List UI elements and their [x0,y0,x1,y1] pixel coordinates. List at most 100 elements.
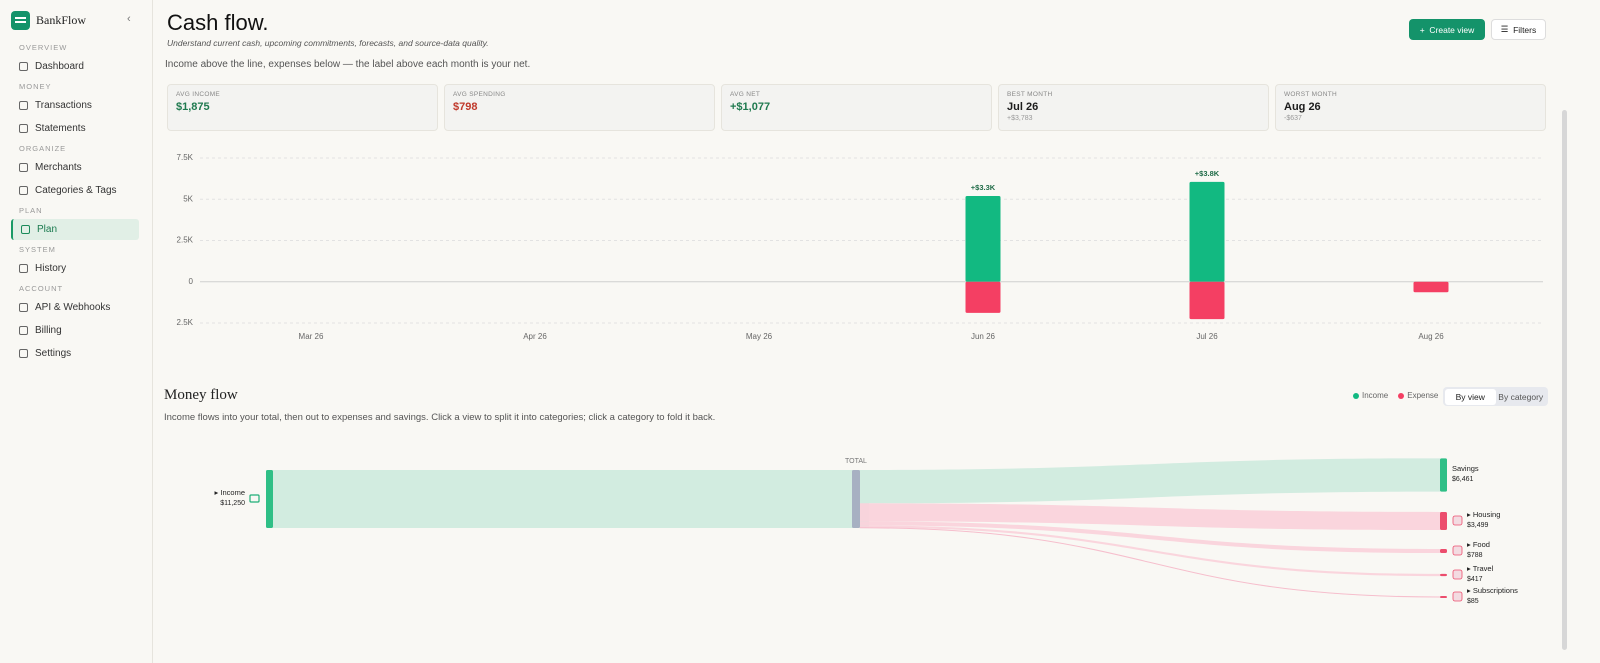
nav-label: Plan [37,224,58,235]
y-tick-label: 2.5K [177,236,194,245]
y-tick-label: 7.5K [177,153,194,162]
nav-item[interactable]: Statements [11,118,139,139]
node-label: ▸ Food [1467,540,1490,549]
page-title: Cash flow. [167,10,269,35]
nav-label: History [35,263,67,274]
nav-item[interactable]: Settings [11,343,139,364]
nav-icon [19,124,28,133]
x-tick-label: Aug 26 [1418,332,1444,341]
nav-item[interactable]: History [11,258,139,279]
toggle-option[interactable]: By view [1445,388,1496,405]
sankey-node [1440,548,1447,554]
stat-value: $1,875 [176,101,210,113]
nav-item[interactable]: Plan [11,219,139,240]
nav-label: Settings [35,348,72,359]
sankey-node [1440,573,1447,577]
node-icon [1452,545,1463,556]
stat-card: AVG INCOME $1,875 [167,84,438,131]
nav-icon [19,349,28,358]
section-heading: MONEY [19,82,52,91]
stat-value: Jul 26 [1007,101,1039,113]
nav-icon [19,303,28,312]
section-description: Income flows into your total, then out t… [164,412,716,423]
stat-card: WORST MONTH Aug 26 -$637 [1275,84,1546,131]
legend-item: Expense [1398,391,1438,400]
collapse-button[interactable]: ‹ [127,13,131,25]
node-value: $6,461 [1452,476,1474,483]
flow [860,503,1440,531]
button-label: Create view [1429,24,1475,35]
stat-detail: -$637 [1284,115,1302,122]
stat-label: BEST MONTH [1007,91,1053,98]
nav-icon [19,326,28,335]
stat-value: +$1,077 [730,101,771,113]
section-heading: PLAN [19,206,43,215]
y-tick-label: 2.5K [177,318,194,327]
stat-label: AVG SPENDING [453,91,506,98]
x-tick-label: Jul 26 [1196,332,1218,341]
legend-label: Income [1362,391,1389,400]
chart-caption: Income above the line, expenses below — … [165,59,531,70]
net-label: +$3.8K [1195,169,1220,178]
nav-label: Transactions [35,100,92,111]
x-tick-label: May 26 [746,332,773,341]
nav-icon [19,186,28,195]
nav-item[interactable]: Transactions [11,95,139,116]
create-view-button[interactable]: + Create view [1409,19,1485,40]
node-value: $788 [1467,552,1483,559]
stat-label: AVG NET [730,91,761,98]
nav-icon [19,101,28,110]
legend-swatch [1398,392,1405,399]
button-label: Filters [1513,24,1537,35]
page-subtitle: Understand current cash, upcoming commit… [167,38,489,48]
section-heading: SYSTEM [19,245,56,254]
node-icon [1452,515,1463,526]
sankey-node [1440,596,1447,598]
node-value: $11,250 [220,500,245,507]
net-label: +$3.3K [971,183,996,192]
section-title: Money flow [164,387,238,403]
flow [860,458,1440,504]
legend-label: Expense [1407,391,1439,400]
legend-item: Income [1353,391,1388,400]
nav-item[interactable]: Merchants [11,157,139,178]
bar [1413,281,1449,293]
nav-item[interactable]: API & Webhooks [11,297,139,318]
stat-label: WORST MONTH [1284,91,1338,98]
nav-item[interactable]: Billing [11,320,139,341]
nav-icon [19,264,28,273]
toggle-option[interactable]: By category [1498,391,1544,402]
y-tick-label: 0 [189,277,194,286]
node-value: $3,499 [1467,522,1489,529]
stat-value: Aug 26 [1284,101,1321,113]
node-label: ▸ Housing [1467,510,1500,519]
node-label: Savings [1452,464,1479,473]
nav-label: Categories & Tags [35,185,117,196]
sankey-node [1440,511,1447,531]
flow [860,521,1440,554]
flow [860,525,1440,577]
legend-swatch [1353,392,1359,399]
nav-label: Merchants [35,162,82,173]
logo [11,10,30,30]
canvas: 7.5K 5K 2.5K 0 2.5K Mar 26 Apr 26 May 26 Jun 26 +… [177,153,1543,605]
sankey-node [852,470,860,528]
filters-button[interactable]: ☰ Filters [1491,19,1546,40]
nav-label: Dashboard [35,61,84,72]
flow [273,470,869,528]
nav-item[interactable]: Categories & Tags [11,180,139,201]
nav-label: Billing [35,325,62,336]
node-label: ▸ Income [215,488,245,497]
x-tick-label: Jun 26 [971,332,996,341]
nav-label: Statements [35,123,86,134]
bar [1189,181,1225,282]
node-icon [249,494,260,503]
nav-label: API & Webhooks [35,302,111,313]
scrollbar[interactable] [1562,110,1567,650]
brand[interactable]: BankFlow [11,10,86,30]
flow [859,527,1441,598]
brand-name: BankFlow [36,12,87,27]
node-label: ▸ Subscriptions [1467,586,1518,595]
sankey-node [1440,458,1447,492]
nav-item[interactable]: Dashboard [11,56,139,77]
